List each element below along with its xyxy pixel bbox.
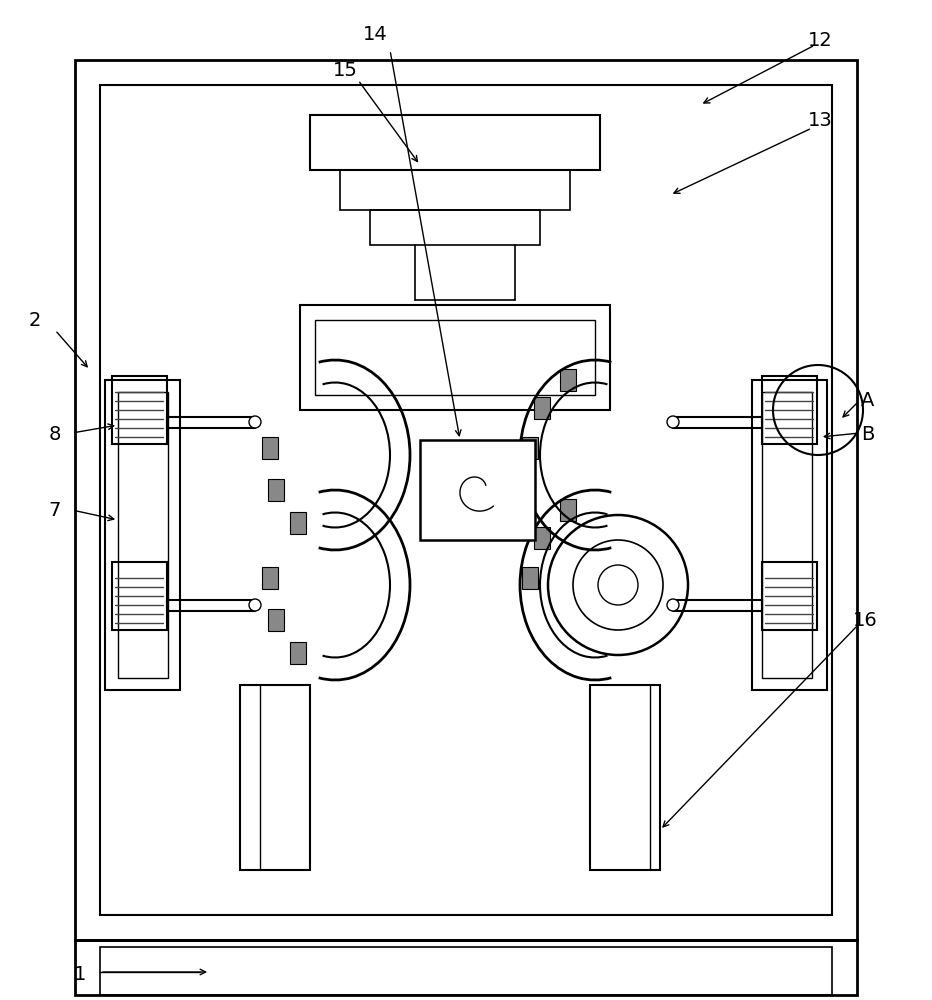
Bar bbox=[268, 479, 284, 501]
Bar bbox=[75, 60, 857, 940]
Bar bbox=[268, 609, 284, 631]
Circle shape bbox=[249, 416, 261, 428]
Text: 14: 14 bbox=[363, 25, 388, 44]
Text: 13: 13 bbox=[808, 110, 832, 129]
Bar bbox=[105, 380, 180, 690]
Bar bbox=[290, 512, 306, 534]
Bar bbox=[290, 642, 306, 664]
Bar bbox=[240, 685, 310, 870]
Bar bbox=[590, 685, 660, 870]
Bar bbox=[522, 437, 539, 459]
Bar bbox=[315, 320, 595, 395]
Text: 16: 16 bbox=[853, 610, 877, 630]
Text: 15: 15 bbox=[333, 60, 358, 80]
Bar bbox=[112, 562, 167, 630]
Circle shape bbox=[249, 599, 261, 611]
Bar bbox=[370, 210, 540, 245]
Bar bbox=[100, 947, 832, 995]
Bar bbox=[100, 85, 832, 915]
Bar bbox=[522, 567, 539, 589]
Text: 12: 12 bbox=[808, 30, 832, 49]
Text: 2: 2 bbox=[29, 310, 41, 330]
Text: 8: 8 bbox=[48, 426, 62, 444]
Bar bbox=[118, 392, 168, 678]
Bar bbox=[762, 392, 812, 678]
Bar bbox=[112, 376, 167, 444]
Bar bbox=[300, 305, 610, 410]
Bar bbox=[559, 369, 576, 391]
Bar bbox=[262, 567, 279, 589]
Bar bbox=[534, 397, 550, 419]
Bar bbox=[762, 562, 817, 630]
Circle shape bbox=[667, 599, 679, 611]
Bar bbox=[534, 527, 550, 549]
Bar bbox=[752, 380, 827, 690]
Bar bbox=[310, 115, 600, 170]
Bar bbox=[262, 437, 279, 459]
Circle shape bbox=[667, 416, 679, 428]
Text: 1: 1 bbox=[74, 966, 86, 984]
Bar bbox=[762, 376, 817, 444]
Text: A: A bbox=[861, 390, 875, 410]
Bar bbox=[559, 499, 576, 521]
Bar bbox=[75, 940, 857, 995]
Bar bbox=[340, 170, 570, 210]
Text: 7: 7 bbox=[48, 500, 62, 520]
Text: B: B bbox=[861, 426, 875, 444]
Bar bbox=[420, 440, 535, 540]
